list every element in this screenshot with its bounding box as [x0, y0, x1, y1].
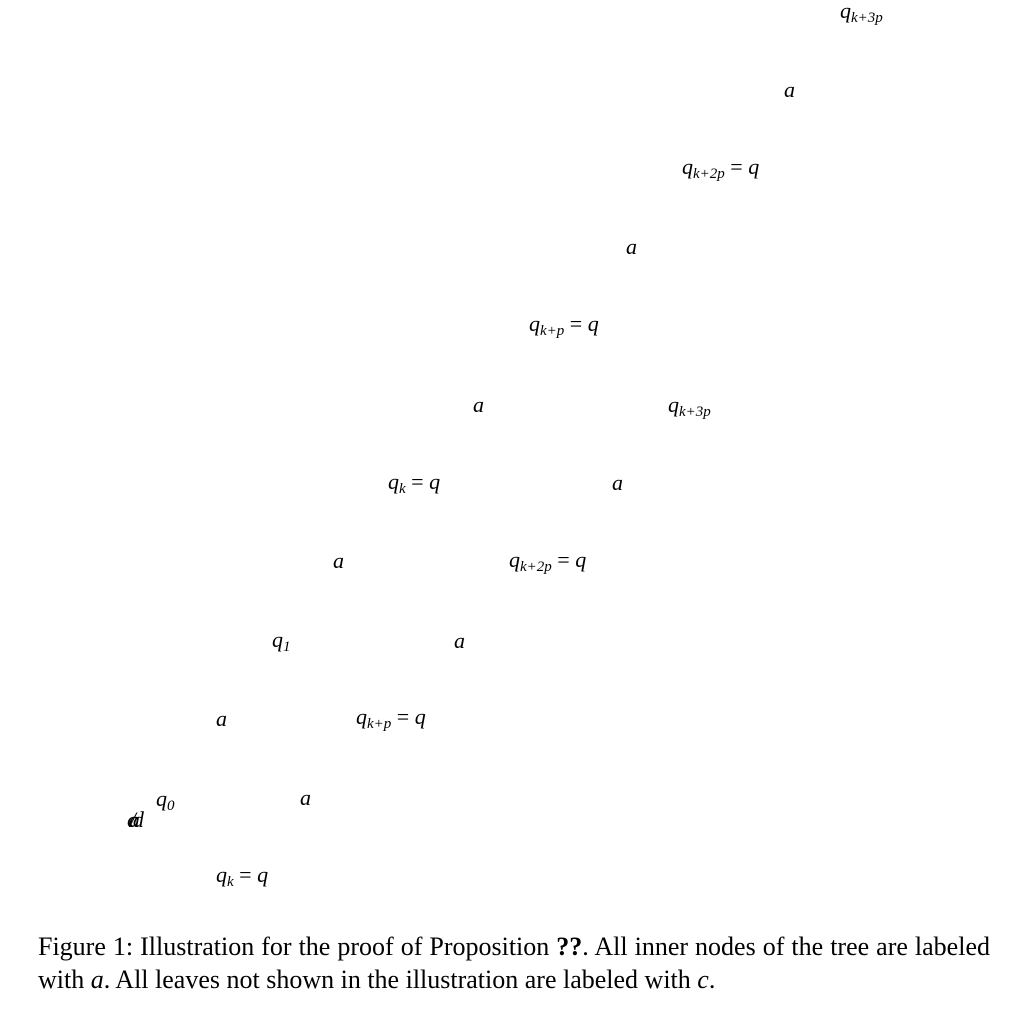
node-subscript: k+p [367, 716, 392, 732]
caption-var-a: a [90, 965, 104, 994]
node-subscript: k+p [540, 323, 565, 339]
node-label: qk+p = q [529, 313, 599, 339]
caption-after-a: . All leaves not shown in the illustrati… [103, 965, 698, 994]
node-label: a [612, 472, 623, 494]
node-base: q [529, 311, 540, 336]
node-label: qk = q [216, 864, 268, 890]
node-base: a [454, 628, 465, 653]
node-label: a [216, 708, 227, 730]
node-base: q [216, 862, 227, 887]
node-label: qk = q [388, 471, 440, 497]
node-base: a [612, 470, 623, 495]
node-label: q0 [156, 788, 175, 814]
node-base: q [509, 547, 520, 572]
node-label: a [626, 236, 637, 258]
node-label: a [473, 394, 484, 416]
caption-middle: . All inner nodes of the tree are labele… [38, 932, 990, 994]
node-base: a [784, 77, 795, 102]
node-base: q [840, 0, 851, 23]
node-label: a [333, 550, 344, 572]
node-subscript: k [399, 481, 406, 497]
node-label: qk+2p = q [682, 156, 759, 182]
caption-prefix: Figure 1: Illustration for the proof of … [38, 932, 557, 961]
node-base: q [682, 154, 693, 179]
node-base: a [626, 234, 637, 259]
node-label: qk+3p [668, 394, 711, 420]
node-subscript: 1 [283, 639, 291, 655]
tree-diagram: qk+3p a qk+2p = q a qk+p = q a qk+3p qk … [127, 0, 883, 890]
node-label: q1 [272, 629, 291, 655]
node-equality: = q [405, 469, 441, 494]
overlapping-labels: c/ad [127, 807, 144, 832]
node-base: q [272, 627, 283, 652]
caption-var-c: c [697, 965, 709, 994]
node-label: qk+p = q [356, 706, 426, 732]
node-label: qk+3p [840, 0, 883, 26]
node-subscript: 0 [167, 798, 175, 814]
node-subscript: k+2p [520, 559, 552, 575]
node-subscript: k+3p [679, 404, 711, 420]
caption-end: . [708, 965, 716, 994]
node-equality: = q [724, 154, 760, 179]
node-base: q [356, 704, 367, 729]
node-subscript: k+2p [693, 166, 725, 182]
node-equality: = q [551, 547, 587, 572]
node-label: a [784, 79, 795, 101]
figure-caption: Figure 1: Illustration for the proof of … [38, 930, 990, 996]
node-label: a [454, 630, 465, 652]
node-label: qk+2p = q [509, 549, 586, 575]
node-base: a [300, 785, 311, 810]
node-base: q [388, 469, 399, 494]
node-base: q [668, 392, 679, 417]
node-equality: = q [233, 862, 269, 887]
node-base: a [473, 392, 484, 417]
node-base: a [216, 706, 227, 731]
node-subscript: k [227, 874, 234, 890]
node-equality: = q [564, 311, 599, 336]
node-base: a [333, 548, 344, 573]
node-label: a [300, 787, 311, 809]
node-subscript: k+3p [851, 10, 883, 26]
caption-ref: ?? [556, 932, 583, 961]
node-base: q [156, 786, 167, 811]
node-equality: = q [391, 704, 426, 729]
